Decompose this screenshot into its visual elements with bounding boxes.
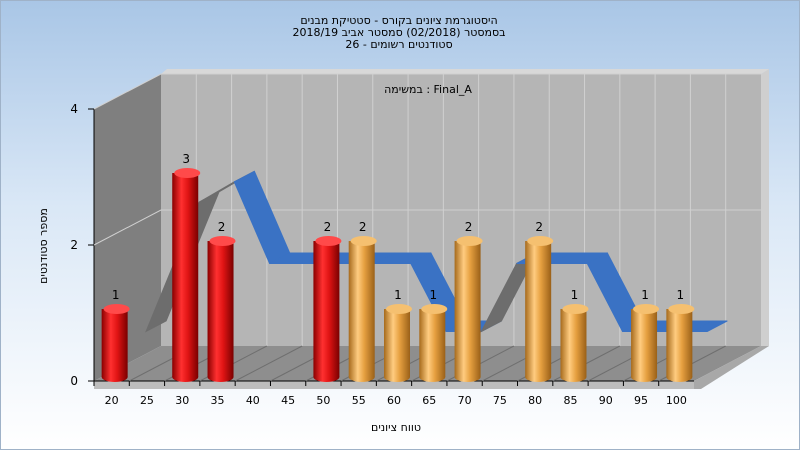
x-tick-label: 35 bbox=[211, 394, 225, 407]
x-tick-label: 90 bbox=[599, 394, 613, 407]
bars-group bbox=[101, 168, 695, 382]
bar-value-label: 2 bbox=[465, 220, 473, 234]
floor-front-edge bbox=[94, 381, 694, 389]
bar-value-label: 1 bbox=[394, 288, 402, 302]
x-tick-label: 70 bbox=[458, 394, 472, 407]
x-tick-label: 55 bbox=[352, 394, 366, 407]
y-tick-label: 4 bbox=[70, 102, 78, 116]
bar-value-label: 1 bbox=[677, 288, 685, 302]
grid-line-y bbox=[93, 73, 761, 110]
x-tick-label: 20 bbox=[105, 394, 119, 407]
floor-right-edge bbox=[694, 346, 769, 389]
bar-value-label: 2 bbox=[218, 220, 226, 234]
grid-line-y bbox=[93, 209, 761, 246]
histogram-bar bbox=[631, 304, 660, 382]
x-tick-label: 75 bbox=[493, 394, 507, 407]
histogram-bar bbox=[348, 236, 377, 382]
inner-task-label: במשימה : Final_A bbox=[384, 83, 472, 96]
x-tick-label: 80 bbox=[528, 394, 542, 407]
chart-title-line-2: בסמסטר (02/2018) סמסטר אביב 2018/19 bbox=[292, 26, 505, 39]
x-tick-label: 50 bbox=[316, 394, 330, 407]
bar-value-label: 2 bbox=[359, 220, 367, 234]
x-axis-title: טווח ציונים bbox=[371, 421, 421, 434]
histogram-bar bbox=[207, 236, 236, 382]
trend-ribbon-segment bbox=[692, 320, 728, 332]
x-tick-label: 45 bbox=[281, 394, 295, 407]
x-tick-label: 40 bbox=[246, 394, 260, 407]
floor-grid-line bbox=[234, 345, 303, 382]
y-tick-label: 2 bbox=[70, 238, 78, 252]
bar-value-label: 2 bbox=[324, 220, 332, 234]
histogram-bar bbox=[419, 304, 448, 382]
bar-value-label: 1 bbox=[571, 288, 579, 302]
y-tick-label: 0 bbox=[70, 374, 78, 388]
x-tick-label: 30 bbox=[175, 394, 189, 407]
right-wall-edge bbox=[761, 69, 769, 350]
data-labels: 1 3 2 2 2 1 1 2 2 1 1 1 bbox=[112, 152, 684, 302]
histogram-bar bbox=[454, 236, 483, 382]
bar-value-label: 1 bbox=[112, 288, 120, 302]
histogram-bar bbox=[172, 168, 201, 382]
y-axis-title: מספר סטודנטים bbox=[37, 208, 50, 284]
x-tick-label: 85 bbox=[563, 394, 577, 407]
x-tick-label: 100 bbox=[666, 394, 687, 407]
chart-title-line-1: היסטוגרמת ציונים בקורס - סטטיקת מבנים bbox=[300, 14, 497, 27]
x-tick-label: 95 bbox=[634, 394, 648, 407]
histogram-bar bbox=[101, 304, 130, 382]
histogram-bar bbox=[525, 236, 554, 382]
top-edge bbox=[161, 69, 769, 74]
histogram-bar bbox=[560, 304, 589, 382]
bar-value-label: 1 bbox=[641, 288, 649, 302]
histogram-bar bbox=[313, 236, 342, 382]
histogram-bar bbox=[666, 304, 695, 382]
bar-value-label: 3 bbox=[182, 152, 190, 166]
x-tick-label: 60 bbox=[387, 394, 401, 407]
axis-ticks: 20 25 30 35 40 45 50 55 60 65 70 75 80 85 90 95 100 0 2 4 bbox=[70, 102, 686, 407]
chart-title-line-3: סטודנטים רשומים - 26 bbox=[345, 38, 452, 51]
bar-value-label: 1 bbox=[429, 288, 437, 302]
x-tick-label: 25 bbox=[140, 394, 154, 407]
bar-value-label: 2 bbox=[535, 220, 543, 234]
x-tick-label: 65 bbox=[422, 394, 436, 407]
histogram-bar bbox=[384, 304, 412, 382]
